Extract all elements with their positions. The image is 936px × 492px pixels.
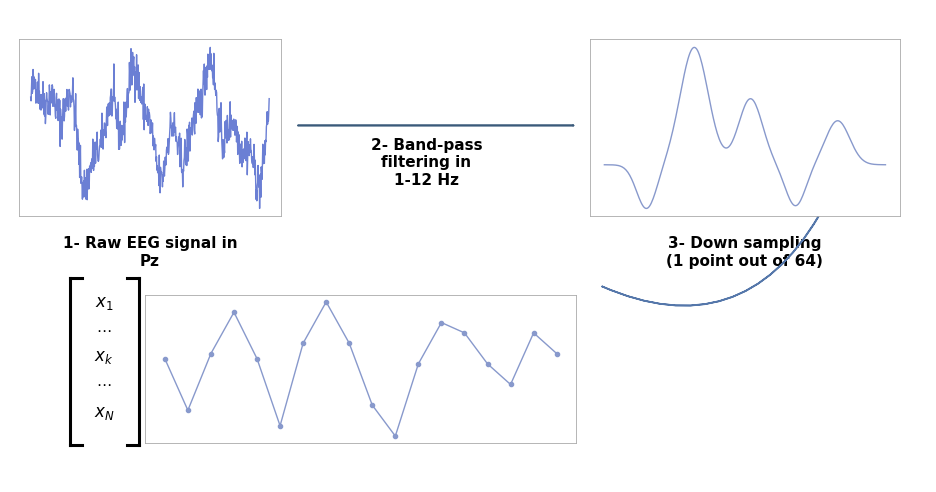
Text: 3- Down sampling
(1 point out of 64): 3- Down sampling (1 point out of 64) [665, 236, 823, 269]
Text: $\cdots$: $\cdots$ [96, 376, 111, 391]
FancyArrowPatch shape [602, 216, 818, 306]
FancyArrowPatch shape [148, 303, 554, 308]
Text: $x_1$: $x_1$ [95, 294, 113, 311]
Text: $x_k$: $x_k$ [95, 348, 113, 366]
FancyArrowPatch shape [148, 357, 559, 359]
FancyArrowPatch shape [298, 125, 573, 126]
Text: 2- Band-pass
filtering in
1-12 Hz: 2- Band-pass filtering in 1-12 Hz [370, 138, 482, 187]
Text: 1- Raw EEG signal in
Pz: 1- Raw EEG signal in Pz [63, 236, 237, 269]
FancyArrowPatch shape [148, 413, 554, 416]
Text: $x_N$: $x_N$ [94, 404, 114, 422]
Text: $\cdots$: $\cdots$ [96, 322, 111, 337]
